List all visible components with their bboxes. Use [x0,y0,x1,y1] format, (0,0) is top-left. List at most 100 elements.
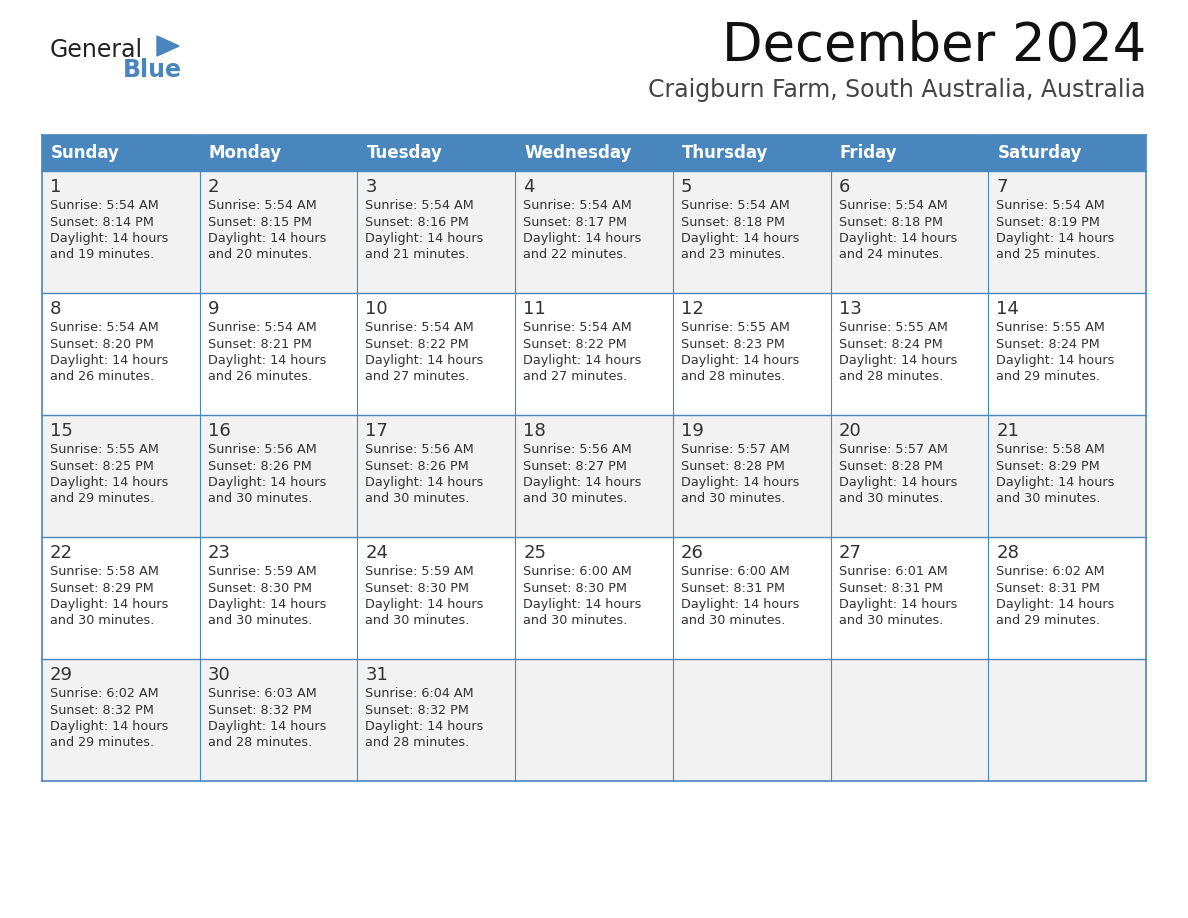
Text: Daylight: 14 hours: Daylight: 14 hours [839,598,958,611]
Text: Daylight: 14 hours: Daylight: 14 hours [208,476,326,489]
Text: Sunset: 8:24 PM: Sunset: 8:24 PM [997,338,1100,351]
Text: and 29 minutes.: and 29 minutes. [50,736,154,749]
Text: 6: 6 [839,178,849,196]
Text: Thursday: Thursday [682,144,769,162]
Text: Sunrise: 5:55 AM: Sunrise: 5:55 AM [839,321,948,334]
Text: Daylight: 14 hours: Daylight: 14 hours [997,354,1114,367]
Text: Sunset: 8:32 PM: Sunset: 8:32 PM [50,703,154,717]
Text: Daylight: 14 hours: Daylight: 14 hours [523,476,642,489]
Text: 29: 29 [50,666,72,684]
Text: Daylight: 14 hours: Daylight: 14 hours [839,232,958,245]
Text: General: General [50,38,143,62]
Text: Sunrise: 5:54 AM: Sunrise: 5:54 AM [208,321,316,334]
Text: Sunrise: 5:54 AM: Sunrise: 5:54 AM [839,199,947,212]
Text: Sunset: 8:24 PM: Sunset: 8:24 PM [839,338,942,351]
Text: Sunset: 8:30 PM: Sunset: 8:30 PM [208,581,311,595]
Text: and 30 minutes.: and 30 minutes. [208,492,312,506]
Text: and 29 minutes.: and 29 minutes. [50,492,154,506]
Text: and 30 minutes.: and 30 minutes. [839,614,943,628]
Bar [42,293,1146,415]
Text: and 23 minutes.: and 23 minutes. [681,249,785,262]
Text: and 30 minutes.: and 30 minutes. [366,614,469,628]
Text: Daylight: 14 hours: Daylight: 14 hours [997,476,1114,489]
Text: Sunrise: 5:56 AM: Sunrise: 5:56 AM [208,443,316,456]
Text: Sunrise: 5:54 AM: Sunrise: 5:54 AM [366,199,474,212]
Text: and 25 minutes.: and 25 minutes. [997,249,1100,262]
Text: and 28 minutes.: and 28 minutes. [208,736,312,749]
Text: 15: 15 [50,422,72,440]
Text: and 30 minutes.: and 30 minutes. [50,614,154,628]
Text: 16: 16 [208,422,230,440]
Text: 10: 10 [366,300,388,318]
Text: Blue: Blue [124,58,182,82]
Text: Sunrise: 5:54 AM: Sunrise: 5:54 AM [208,199,316,212]
Text: Daylight: 14 hours: Daylight: 14 hours [366,232,484,245]
Text: 22: 22 [50,544,72,562]
Text: and 29 minutes.: and 29 minutes. [997,614,1100,628]
Text: 17: 17 [366,422,388,440]
Text: Daylight: 14 hours: Daylight: 14 hours [839,476,958,489]
Text: Sunrise: 5:57 AM: Sunrise: 5:57 AM [681,443,790,456]
Text: Sunrise: 6:00 AM: Sunrise: 6:00 AM [681,565,790,578]
Text: Sunset: 8:23 PM: Sunset: 8:23 PM [681,338,785,351]
Text: Daylight: 14 hours: Daylight: 14 hours [997,232,1114,245]
Text: Sunset: 8:14 PM: Sunset: 8:14 PM [50,216,154,229]
Text: 1: 1 [50,178,62,196]
Text: Sunrise: 5:59 AM: Sunrise: 5:59 AM [208,565,316,578]
Text: 4: 4 [523,178,535,196]
Text: Sunrise: 6:02 AM: Sunrise: 6:02 AM [997,565,1105,578]
Text: Daylight: 14 hours: Daylight: 14 hours [366,720,484,733]
Text: Sunset: 8:31 PM: Sunset: 8:31 PM [839,581,942,595]
Text: Sunrise: 5:57 AM: Sunrise: 5:57 AM [839,443,948,456]
Text: Sunrise: 5:59 AM: Sunrise: 5:59 AM [366,565,474,578]
Text: and 28 minutes.: and 28 minutes. [839,371,943,384]
Text: Sunset: 8:32 PM: Sunset: 8:32 PM [366,703,469,717]
Text: Daylight: 14 hours: Daylight: 14 hours [208,354,326,367]
Text: Sunset: 8:27 PM: Sunset: 8:27 PM [523,460,627,473]
Text: Sunday: Sunday [51,144,120,162]
Text: 14: 14 [997,300,1019,318]
Text: Sunset: 8:26 PM: Sunset: 8:26 PM [366,460,469,473]
Text: 2: 2 [208,178,220,196]
Text: 18: 18 [523,422,546,440]
Text: Sunset: 8:28 PM: Sunset: 8:28 PM [839,460,942,473]
Text: Sunset: 8:22 PM: Sunset: 8:22 PM [366,338,469,351]
Text: Daylight: 14 hours: Daylight: 14 hours [208,598,326,611]
Text: Sunrise: 5:54 AM: Sunrise: 5:54 AM [366,321,474,334]
Text: Sunrise: 6:03 AM: Sunrise: 6:03 AM [208,687,316,700]
Text: Sunrise: 5:58 AM: Sunrise: 5:58 AM [997,443,1105,456]
Text: 30: 30 [208,666,230,684]
Text: Craigburn Farm, South Australia, Australia: Craigburn Farm, South Australia, Austral… [649,78,1146,102]
Bar [42,135,1146,171]
Text: and 26 minutes.: and 26 minutes. [208,371,311,384]
Text: 13: 13 [839,300,861,318]
Bar [42,537,1146,659]
Text: Daylight: 14 hours: Daylight: 14 hours [523,598,642,611]
Text: and 30 minutes.: and 30 minutes. [839,492,943,506]
Text: Daylight: 14 hours: Daylight: 14 hours [208,720,326,733]
Text: Daylight: 14 hours: Daylight: 14 hours [50,720,169,733]
Text: Daylight: 14 hours: Daylight: 14 hours [523,232,642,245]
Text: and 30 minutes.: and 30 minutes. [681,614,785,628]
Text: Sunrise: 5:54 AM: Sunrise: 5:54 AM [50,199,159,212]
Text: Daylight: 14 hours: Daylight: 14 hours [839,354,958,367]
Text: 26: 26 [681,544,703,562]
Text: Sunset: 8:31 PM: Sunset: 8:31 PM [681,581,785,595]
Text: and 30 minutes.: and 30 minutes. [366,492,469,506]
Text: 7: 7 [997,178,1007,196]
Text: Sunset: 8:31 PM: Sunset: 8:31 PM [997,581,1100,595]
Text: Sunset: 8:32 PM: Sunset: 8:32 PM [208,703,311,717]
Text: and 19 minutes.: and 19 minutes. [50,249,154,262]
Text: 5: 5 [681,178,693,196]
Text: and 24 minutes.: and 24 minutes. [839,249,943,262]
Text: Daylight: 14 hours: Daylight: 14 hours [681,476,800,489]
Text: and 28 minutes.: and 28 minutes. [366,736,469,749]
Text: Daylight: 14 hours: Daylight: 14 hours [208,232,326,245]
Text: and 27 minutes.: and 27 minutes. [523,371,627,384]
Text: Daylight: 14 hours: Daylight: 14 hours [50,232,169,245]
Text: Sunrise: 5:55 AM: Sunrise: 5:55 AM [50,443,159,456]
Text: Sunrise: 5:54 AM: Sunrise: 5:54 AM [50,321,159,334]
Text: Sunrise: 5:54 AM: Sunrise: 5:54 AM [997,199,1105,212]
Text: Daylight: 14 hours: Daylight: 14 hours [681,232,800,245]
Text: and 21 minutes.: and 21 minutes. [366,249,469,262]
